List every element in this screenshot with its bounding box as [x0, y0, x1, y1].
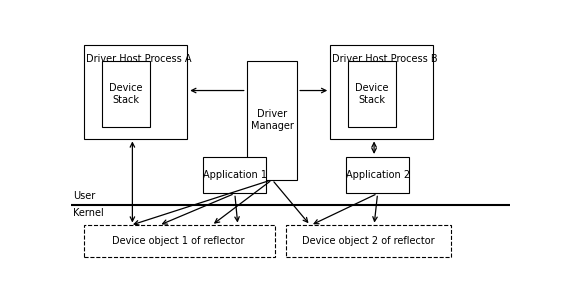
Text: User: User [73, 192, 95, 201]
FancyBboxPatch shape [286, 225, 451, 257]
Text: Kernel: Kernel [73, 208, 104, 218]
FancyBboxPatch shape [202, 157, 266, 193]
Text: Application 2: Application 2 [345, 170, 409, 180]
Text: Device
Stack: Device Stack [355, 83, 388, 105]
FancyBboxPatch shape [84, 45, 187, 138]
FancyBboxPatch shape [345, 157, 409, 193]
FancyBboxPatch shape [247, 61, 297, 180]
Text: Driver Host Process A: Driver Host Process A [86, 54, 192, 64]
FancyBboxPatch shape [84, 225, 275, 257]
FancyBboxPatch shape [330, 45, 433, 138]
FancyBboxPatch shape [101, 61, 150, 127]
Text: Application 1: Application 1 [203, 170, 267, 180]
Text: Device object 1 of reflector: Device object 1 of reflector [112, 236, 245, 247]
Text: Device object 2 of reflector: Device object 2 of reflector [302, 236, 435, 247]
Text: Driver
Manager: Driver Manager [251, 110, 294, 131]
Text: Device
Stack: Device Stack [109, 83, 142, 105]
FancyBboxPatch shape [348, 61, 396, 127]
Text: Driver Host Process B: Driver Host Process B [332, 54, 438, 64]
